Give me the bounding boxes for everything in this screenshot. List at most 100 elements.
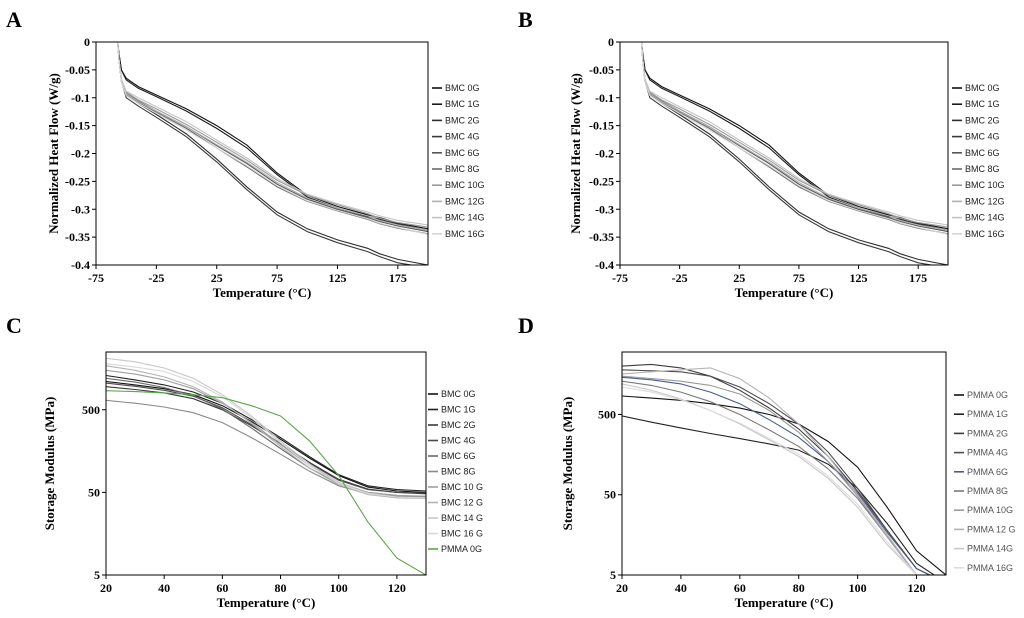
series-line-bmc-1g	[117, 42, 428, 231]
legend: PMMA 0G PMMA 1G PMMA 2G PMMA 4G PMMA 6G PMMA …	[954, 390, 1016, 573]
legend: BMC 0G BMC 1G BMC 2G BMC 4G BMC 6G BMC 8G BMC …	[432, 83, 485, 239]
plot-frame	[105, 351, 427, 576]
legend-entry: PMMA 0G	[967, 390, 1008, 400]
legend-entry: BMC 6G	[441, 451, 476, 461]
series-line-bmc-10g	[640, 42, 948, 228]
panel-label: A	[6, 7, 22, 32]
legend-entry: BMC 0G	[445, 83, 480, 93]
y-tick-label: 50	[88, 485, 100, 499]
x-tick-label: 175	[389, 271, 407, 285]
legend-entry: BMC 2G	[965, 115, 1000, 125]
y-tick-label: 500	[598, 407, 616, 421]
y-axis-title: Normalized Heat Flow (W/g)	[568, 73, 583, 234]
series-line-bmc-1g	[640, 42, 948, 231]
y-tick-label: -0.4	[595, 258, 614, 272]
series-line-bmc-8g	[640, 42, 948, 235]
x-tick-label: 80	[275, 581, 287, 595]
plot-frame	[95, 41, 429, 266]
x-axis-title: Temperature (°C)	[217, 595, 316, 610]
x-tick-label: 75	[793, 271, 805, 285]
y-axis-title: Storage Modulus (MPa)	[42, 397, 57, 531]
series-group	[622, 363, 946, 575]
x-tick-label: 20	[100, 581, 112, 595]
series-line-bmc-12-g	[106, 365, 426, 500]
x-tick-label: 60	[734, 581, 746, 595]
series-line-bmc-6g	[117, 42, 428, 233]
series-line-pmma-14g	[622, 383, 919, 575]
series-line-bmc-12g	[640, 42, 948, 231]
x-tick-label: 175	[909, 271, 927, 285]
y-tick-label: -0.25	[65, 174, 90, 188]
legend-entry: BMC 4G	[441, 436, 476, 446]
y-tick-label: -0.2	[71, 147, 90, 161]
x-tick-label: 120	[388, 581, 406, 595]
panel-d: D 20 40 60 80 100 120 5 50 500 Temperature (°C) Sto…	[518, 313, 1016, 610]
x-tick-label: -25	[672, 271, 688, 285]
legend-entry: BMC 2G	[445, 115, 480, 125]
series-line-bmc-0g	[640, 42, 948, 230]
series-line-bmc-6g	[106, 377, 426, 498]
legend-entry: BMC 4G	[445, 132, 480, 142]
series-line-bmc-8g	[106, 399, 426, 498]
legend: BMC 0G BMC 1G BMC 2G BMC 4G BMC 6G BMC 8G BMC …	[952, 83, 1005, 239]
y-tick-label: -0.1	[71, 91, 90, 105]
panel-label: B	[518, 7, 533, 32]
series-line-bmc-14-g	[106, 357, 426, 500]
legend-entry: PMMA 12 G	[967, 524, 1016, 534]
legend: BMC 0G BMC 1G BMC 2G BMC 4G BMC 6G BMC 8G BMC …	[428, 389, 483, 554]
legend-entry: PMMA 4G	[967, 448, 1008, 458]
x-tick-label: 60	[216, 581, 228, 595]
panel-b: B -75 -25 25 75 125 175 0 -0.05 -0.1 -0.15 -0.2 -0.2…	[518, 7, 1005, 300]
series-line-pmma-10g	[622, 375, 919, 575]
series-line-bmc-16g	[640, 42, 948, 235]
y-axis-title: Storage Modulus (MPa)	[560, 397, 575, 531]
series-line-pmma-6g	[622, 376, 932, 575]
legend-entry: BMC 10G	[445, 180, 485, 190]
legend-entry: BMC 8G	[441, 467, 476, 477]
legend-entry: BMC 1G	[441, 405, 476, 415]
y-tick-label: -0.2	[595, 147, 614, 161]
x-tick-label: 20	[616, 581, 628, 595]
series-line-pmma-16g	[622, 386, 919, 575]
legend-entry: BMC 16G	[965, 229, 1005, 239]
series-line-bmc-10g	[117, 42, 428, 228]
x-tick-label: 120	[908, 581, 926, 595]
series-line-pmma-4g	[622, 369, 932, 575]
legend-entry: BMC 8G	[965, 164, 1000, 174]
legend-entry: PMMA 10G	[967, 505, 1013, 515]
y-tick-label: 0	[84, 35, 90, 49]
x-tick-label: 100	[330, 581, 348, 595]
legend-entry: BMC 12G	[445, 196, 485, 206]
legend-entry: PMMA 6G	[967, 467, 1008, 477]
x-tick-label: -75	[612, 271, 628, 285]
x-tick-label: 80	[793, 581, 805, 595]
legend-entry: PMMA 8G	[967, 486, 1008, 496]
y-tick-label: 0	[608, 35, 614, 49]
legend-entry: BMC 12G	[965, 196, 1005, 206]
legend-entry: BMC 10G	[965, 180, 1005, 190]
x-tick-label: 40	[675, 581, 687, 595]
series-line-bmc-4g	[640, 42, 935, 265]
legend-entry: BMC 6G	[965, 148, 1000, 158]
panel-c: C 20 40 60 80 100 120 5 50 500 Temperature (°C) Sto…	[6, 313, 483, 610]
y-tick-label: 50	[604, 488, 616, 502]
legend-entry: PMMA 16G	[967, 563, 1013, 573]
legend-entry: BMC 0G	[965, 83, 1000, 93]
plot-frame	[621, 351, 947, 576]
y-tick-label: -0.05	[65, 63, 90, 77]
series-line-bmc-14g	[117, 42, 428, 226]
y-tick-label: -0.3	[595, 202, 614, 216]
x-axis-title: Temperature (°C)	[735, 595, 834, 610]
x-tick-label: 25	[733, 271, 745, 285]
y-axis-title: Normalized Heat Flow (W/g)	[46, 73, 61, 234]
panel-a: A -75 -25 25 75 125 175 0 -0.05 -0.1 -0.15 -0.2 -0.2…	[6, 7, 485, 300]
series-line-pmma-0g	[622, 395, 946, 575]
y-tick-label: -0.35	[589, 230, 614, 244]
plot-frame	[619, 41, 949, 266]
series-group	[117, 42, 428, 265]
x-tick-label: -25	[148, 271, 164, 285]
y-tick-label: -0.05	[589, 63, 614, 77]
y-tick-label: 5	[610, 568, 616, 582]
panel-label: D	[518, 313, 534, 338]
series-line-bmc-8g	[117, 42, 428, 235]
